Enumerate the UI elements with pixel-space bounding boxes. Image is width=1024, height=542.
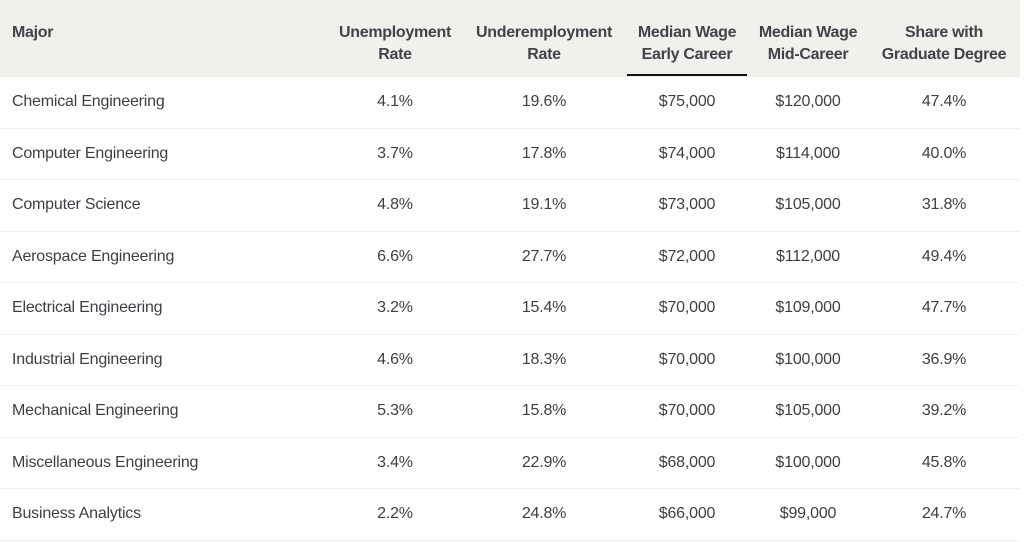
table-body: Chemical Engineering 4.1% 19.6% $75,000 $120…	[0, 77, 1020, 541]
cell-median-wage-mid-career: $112,000	[776, 247, 840, 265]
header-line-2: Mid-Career	[767, 46, 849, 63]
cell-major: Chemical Engineering	[12, 93, 165, 111]
cell-share-graduate-degree: 47.7%	[921, 299, 967, 317]
table-row: Computer Science 4.8% 19.1% $73,000 $105,000…	[0, 180, 1020, 232]
cell-median-wage-early-career: $74,000	[658, 144, 716, 162]
column-header-major[interactable]: Major	[12, 22, 53, 44]
cell-unemployment-rate: 2.2%	[377, 505, 413, 523]
cell-major: Business Analytics	[12, 505, 141, 523]
column-header-underemployment-rate[interactable]: Underemployment Rate	[476, 22, 612, 66]
cell-unemployment-rate: 4.6%	[377, 350, 413, 368]
header-line-1: Median Wage	[637, 24, 737, 41]
cell-median-wage-early-career: $72,000	[658, 247, 716, 265]
table-row: Business Analytics 2.2% 24.8% $66,000 $99,00…	[0, 489, 1020, 541]
cell-median-wage-early-career: $68,000	[658, 453, 716, 471]
table-row: Aerospace Engineering 6.6% 27.7% $72,000 $11…	[0, 232, 1020, 283]
cell-median-wage-mid-career: $100,000	[775, 350, 841, 368]
table-row: Industrial Engineering 4.6% 18.3% $70,000 $1…	[0, 335, 1020, 386]
cell-major: Computer Engineering	[12, 144, 169, 162]
cell-underemployment-rate: 17.8%	[521, 144, 567, 162]
column-header-median-wage-mid-career[interactable]: Median Wage Mid-Career	[758, 22, 858, 66]
cell-underemployment-rate: 24.8%	[521, 505, 567, 523]
cell-median-wage-early-career: $70,000	[658, 299, 716, 317]
cell-share-graduate-degree: 31.8%	[921, 196, 967, 214]
cell-major: Industrial Engineering	[12, 350, 163, 368]
cell-unemployment-rate: 6.6%	[377, 247, 413, 265]
cell-unemployment-rate: 5.3%	[377, 402, 413, 420]
cell-share-graduate-degree: 40.0%	[921, 144, 967, 162]
header-line-1: Median Wage	[758, 24, 858, 41]
cell-major: Computer Science	[12, 196, 141, 214]
cell-median-wage-mid-career: $114,000	[776, 144, 840, 162]
column-header-median-wage-early-career[interactable]: Median Wage Early Career	[637, 22, 737, 66]
sort-indicator	[627, 74, 747, 76]
cell-share-graduate-degree: 39.2%	[921, 402, 967, 420]
column-header-share-graduate-degree[interactable]: Share with Graduate Degree	[881, 22, 1007, 66]
cell-underemployment-rate: 22.9%	[521, 453, 567, 471]
cell-major: Mechanical Engineering	[12, 402, 179, 420]
header-line-2: Graduate Degree	[881, 46, 1007, 63]
cell-median-wage-early-career: $70,000	[658, 402, 716, 420]
header-line-1: Unemployment	[339, 24, 451, 41]
cell-share-graduate-degree: 24.7%	[921, 505, 967, 523]
cell-unemployment-rate: 3.2%	[377, 299, 413, 317]
table-row: Mechanical Engineering 5.3% 15.8% $70,000 $1…	[0, 386, 1020, 438]
table-row: Electrical Engineering 3.2% 15.4% $70,000 $1…	[0, 283, 1020, 335]
column-header-unemployment-rate[interactable]: Unemployment Rate	[339, 22, 451, 66]
cell-unemployment-rate: 4.1%	[377, 93, 413, 111]
cell-median-wage-early-career: $73,000	[658, 196, 716, 214]
table-row: Computer Engineering 3.7% 17.8% $74,000 $114…	[0, 129, 1020, 180]
header-line-1: Underemployment	[476, 24, 612, 41]
cell-median-wage-early-career: $66,000	[658, 505, 716, 523]
cell-unemployment-rate: 4.8%	[377, 196, 413, 214]
header-line-2: Early Career	[641, 46, 733, 63]
cell-major: Electrical Engineering	[12, 299, 163, 317]
cell-median-wage-mid-career: $99,000	[779, 505, 837, 523]
cell-share-graduate-degree: 49.4%	[921, 247, 967, 265]
cell-major: Aerospace Engineering	[12, 247, 175, 265]
cell-median-wage-early-career: $70,000	[658, 350, 716, 368]
table-header: Major Unemployment Rate Underemployment Rate…	[0, 0, 1020, 77]
cell-median-wage-mid-career: $105,000	[775, 402, 841, 420]
cell-share-graduate-degree: 45.8%	[921, 453, 967, 471]
cell-share-graduate-degree: 36.9%	[921, 350, 967, 368]
cell-underemployment-rate: 15.8%	[521, 402, 567, 420]
cell-underemployment-rate: 15.4%	[521, 299, 567, 317]
cell-underemployment-rate: 19.1%	[521, 196, 567, 214]
cell-share-graduate-degree: 47.4%	[921, 93, 967, 111]
cell-underemployment-rate: 19.6%	[521, 93, 567, 111]
header-line-2: Rate	[527, 46, 561, 63]
cell-major: Miscellaneous Engineering	[12, 453, 199, 471]
header-line-1: Major	[12, 24, 54, 41]
cell-median-wage-mid-career: $100,000	[775, 453, 841, 471]
table-row: Chemical Engineering 4.1% 19.6% $75,000 $120…	[0, 77, 1020, 129]
cell-median-wage-mid-career: $109,000	[775, 299, 841, 317]
header-line-1: Share with	[905, 24, 983, 41]
cell-median-wage-early-career: $75,000	[658, 93, 716, 111]
cell-underemployment-rate: 18.3%	[521, 350, 567, 368]
header-line-2: Rate	[378, 46, 412, 63]
cell-unemployment-rate: 3.4%	[377, 453, 413, 471]
cell-median-wage-mid-career: $105,000	[775, 196, 841, 214]
cell-unemployment-rate: 3.7%	[377, 144, 413, 162]
cell-median-wage-mid-career: $120,000	[775, 93, 841, 111]
table-row: Miscellaneous Engineering 3.4% 22.9% $68,00…	[0, 438, 1020, 489]
cell-underemployment-rate: 27.7%	[521, 247, 567, 265]
